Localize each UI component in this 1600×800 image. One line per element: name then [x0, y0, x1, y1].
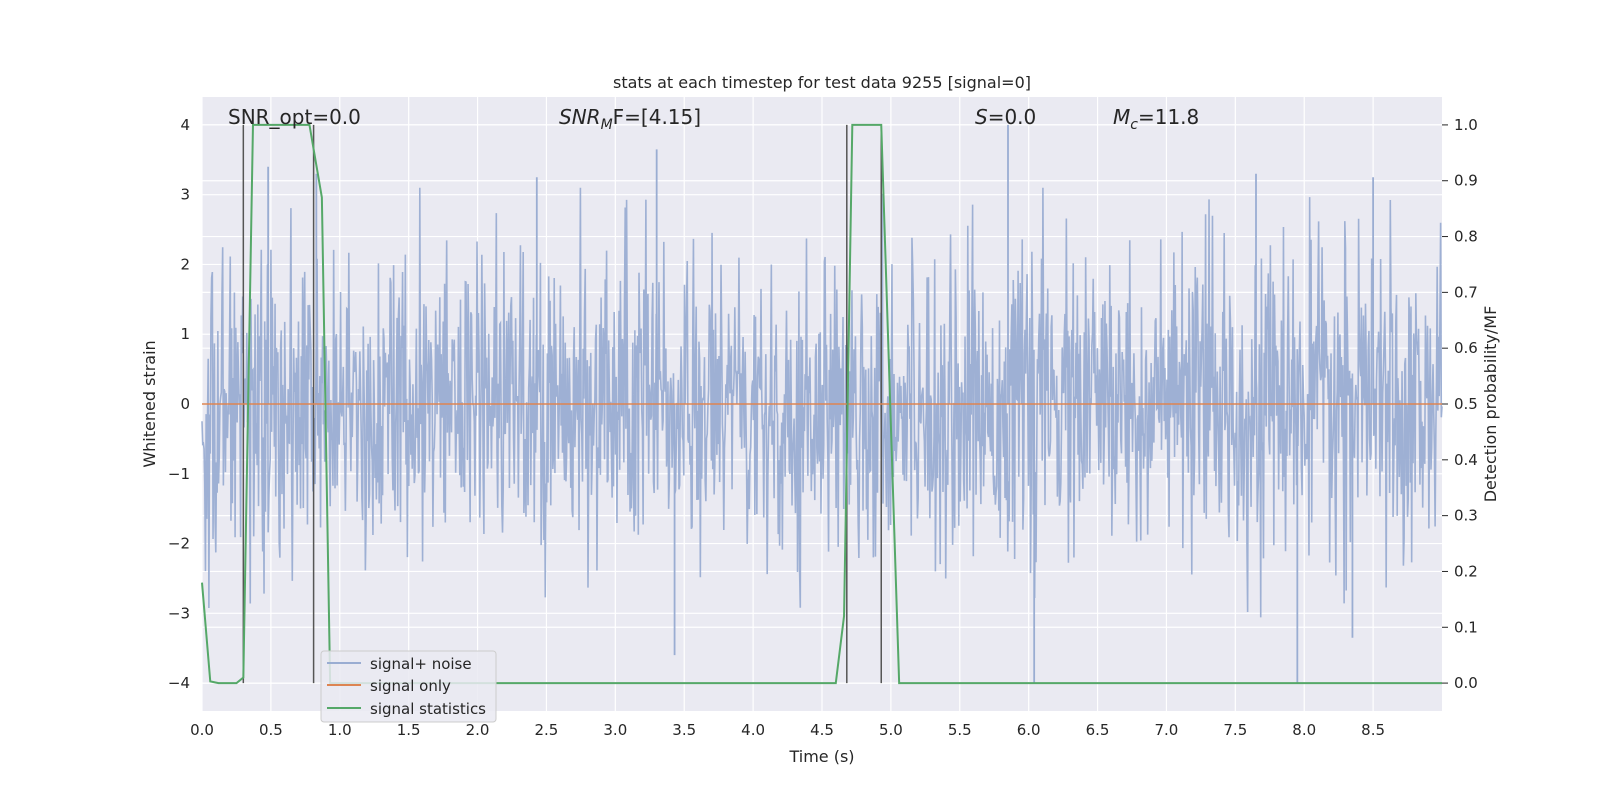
y-right-tick-label: 0.1: [1454, 618, 1478, 636]
s-symbol: S: [975, 105, 988, 129]
legend-label-noise: signal+ noise: [370, 655, 472, 673]
mc-annotation: Mc=11.8: [1113, 105, 1199, 133]
x-tick-label: 8.0: [1292, 721, 1316, 739]
y-axis-right-label: Detection probability/MF: [1481, 306, 1500, 503]
legend: signal+ noise signal only signal statist…: [320, 650, 497, 723]
x-tick-label: 0.0: [190, 721, 214, 739]
s-value: =0.0: [988, 105, 1037, 129]
x-tick-label: 4.5: [810, 721, 834, 739]
x-tick-label: 2.5: [535, 721, 559, 739]
y-tick-labels: −4 −3 −2 −1 0 1 2 3 4: [168, 116, 190, 692]
y-right-tick-label: 0.4: [1454, 451, 1478, 469]
snr-mf-subscript: M: [601, 117, 613, 133]
signal-statistics-line: [201, 123, 1442, 685]
x-tick-label: 3.5: [672, 721, 696, 739]
x-axis-label: Time (s): [788, 747, 854, 766]
y-tick-label: −3: [168, 604, 190, 622]
signal-noise-series: [201, 124, 1443, 684]
y-tick-label: 1: [180, 325, 190, 343]
legend-label-signal: signal only: [370, 677, 451, 695]
snr-mf-symbol: SNR: [559, 105, 601, 129]
y-tick-label: −1: [168, 465, 190, 483]
x-tick-label: 6.0: [1017, 721, 1041, 739]
x-tick-label: 7.0: [1155, 721, 1179, 739]
x-tick-labels: 0.0 0.5 1.0 1.5 2.0 2.5 3.0 3.5 4.0 4.5 5.0 5.5 6.0 6…: [190, 721, 1385, 739]
legend-label-stats: signal statistics: [370, 700, 486, 718]
y-right-tick-label: 0.9: [1454, 172, 1478, 190]
y-tick-label: −4: [168, 674, 190, 692]
s-annotation: S=0.0: [975, 105, 1036, 129]
x-tick-label: 2.0: [466, 721, 490, 739]
y-right-tick-label: 0.6: [1454, 339, 1478, 357]
y-tick-label: 4: [180, 116, 190, 134]
mc-subscript: c: [1130, 117, 1138, 133]
mc-symbol: M: [1113, 105, 1130, 129]
y-right-tick-label: 0.7: [1454, 283, 1478, 301]
y-right-tick-label: 0.5: [1454, 395, 1478, 413]
x-tick-label: 6.5: [1086, 721, 1110, 739]
x-tick-label: 5.0: [879, 721, 903, 739]
y-right-tick-labels: 0.0 0.1 0.2 0.3 0.4 0.5 0.6 0.7 0.8 0.9 1.0: [1442, 116, 1478, 692]
y-right-tick-label: 1.0: [1454, 116, 1478, 134]
y-tick-label: −2: [168, 535, 190, 553]
x-tick-label: 8.5: [1361, 721, 1385, 739]
snr-mf-annotation: SNRMF=[4.15]: [559, 105, 701, 133]
x-tick-label: 0.5: [259, 721, 283, 739]
chart-title: stats at each timestep for test data 925…: [613, 73, 1031, 92]
x-tick-label: 4.0: [741, 721, 765, 739]
x-tick-label: 1.0: [328, 721, 352, 739]
y-right-tick-label: 0.8: [1454, 228, 1478, 246]
legend-box: [320, 650, 497, 723]
y-tick-label: 3: [180, 186, 190, 204]
x-tick-label: 7.5: [1223, 721, 1247, 739]
snr-opt-annotation: SNR_opt=0.0: [228, 105, 361, 129]
x-tick-label: 5.5: [948, 721, 972, 739]
y-tick-label: 0: [180, 395, 190, 413]
mc-value: =11.8: [1138, 105, 1199, 129]
y-tick-label: 2: [180, 255, 190, 273]
snr-mf-value: F=[4.15]: [613, 105, 701, 129]
signal-statistics-series: [201, 123, 1442, 685]
y-right-tick-label: 0.0: [1454, 674, 1478, 692]
x-tick-label: 3.0: [603, 721, 627, 739]
x-tick-label: 1.5: [397, 721, 421, 739]
y-right-tick-label: 0.3: [1454, 507, 1478, 525]
y-right-tick-label: 0.2: [1454, 562, 1478, 580]
y-axis-label: Whitened strain: [140, 340, 159, 467]
signal-noise-line: [201, 187, 1443, 618]
